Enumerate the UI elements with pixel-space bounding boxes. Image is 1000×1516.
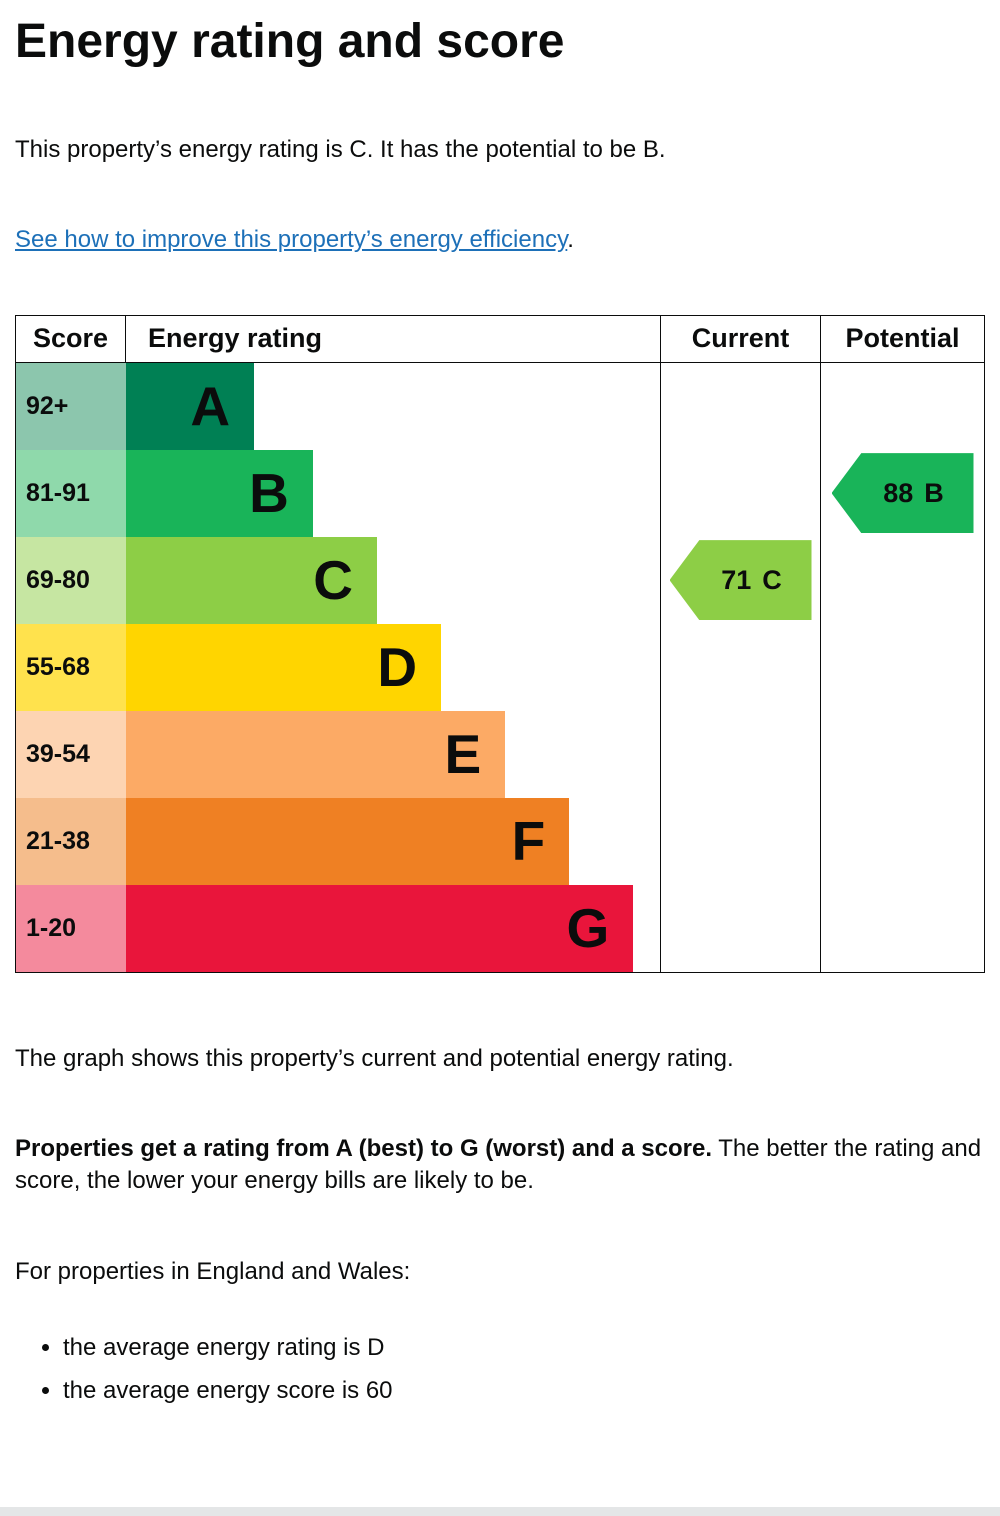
arrow-score-value: 88 bbox=[883, 477, 914, 508]
average-stats-list: the average energy rating is D the avera… bbox=[15, 1332, 985, 1407]
improve-link-line: See how to improve this property’s energ… bbox=[15, 224, 985, 256]
regions-line: For properties in England and Wales: bbox=[15, 1257, 411, 1285]
graph-caption: The graph shows this property’s current … bbox=[15, 1044, 734, 1072]
link-suffix: . bbox=[567, 226, 574, 254]
header-potential: Potential bbox=[820, 315, 984, 362]
epc-band-row-a: 92+ A bbox=[16, 362, 984, 450]
improve-efficiency-link[interactable]: See how to improve this property’s energ… bbox=[15, 226, 568, 254]
rating-bar-cell: G bbox=[126, 884, 660, 972]
arrow-score-value: 71 bbox=[721, 564, 752, 595]
current-column-cell bbox=[660, 797, 820, 885]
epc-band-row-g: 1-20 G bbox=[16, 884, 984, 972]
epc-band-row-d: 55-68 D bbox=[16, 623, 984, 711]
page-title: Energy rating and score bbox=[15, 15, 565, 68]
band-letter: E bbox=[444, 722, 482, 785]
potential-column-cell bbox=[820, 362, 984, 450]
rating-bar-cell: C bbox=[126, 536, 660, 624]
score-range-label: 1-20 bbox=[16, 884, 126, 972]
potential-column-cell bbox=[820, 623, 984, 711]
band-letter: B bbox=[249, 461, 289, 524]
epc-chart: Score Energy rating Current Potential 92… bbox=[15, 314, 985, 973]
score-range-label: 81-91 bbox=[16, 449, 126, 537]
current-column-cell bbox=[660, 362, 820, 450]
list-item-average-rating: the average energy rating is D bbox=[63, 1332, 985, 1364]
potential-column-cell bbox=[820, 884, 984, 972]
epc-band-row-b: 81-91 B 88 B bbox=[16, 449, 984, 537]
band-bar-f: F bbox=[126, 797, 570, 885]
potential-column-cell: 88 B bbox=[820, 449, 984, 537]
header-current: Current bbox=[660, 315, 820, 362]
band-bar-e: E bbox=[126, 710, 506, 798]
score-range-label: 55-68 bbox=[16, 623, 126, 711]
potential-rating-arrow: 88 B bbox=[831, 453, 974, 534]
rating-explanation-bold: Properties get a rating from A (best) to… bbox=[15, 1135, 712, 1162]
epc-rows: 92+ A 81-91 B 88 B 69-80 C 71 C 55-68 D 39-54 E 21-38 F… bbox=[16, 362, 984, 972]
epc-header-row: Score Energy rating Current Potential bbox=[16, 315, 984, 363]
potential-column-cell bbox=[820, 710, 984, 798]
header-energy-rating: Energy rating bbox=[148, 323, 323, 354]
list-item-average-score: the average energy score is 60 bbox=[63, 1375, 985, 1407]
rating-explanation: Properties get a rating from A (best) to… bbox=[15, 1133, 985, 1198]
intro-text: This property’s energy rating is C. It h… bbox=[15, 135, 666, 163]
rating-bar-cell: D bbox=[126, 623, 660, 711]
arrow-rating-letter: C bbox=[762, 564, 782, 595]
band-letter: A bbox=[190, 374, 231, 437]
epc-band-row-e: 39-54 E bbox=[16, 710, 984, 798]
epc-band-row-f: 21-38 F bbox=[16, 797, 984, 885]
current-column-cell bbox=[660, 884, 820, 972]
band-bar-b: B bbox=[126, 449, 313, 537]
band-bar-d: D bbox=[126, 623, 442, 711]
section-divider bbox=[0, 1507, 1000, 1516]
header-score: Score bbox=[16, 315, 126, 362]
rating-bar-cell: F bbox=[126, 797, 660, 885]
band-letter: G bbox=[566, 896, 610, 959]
band-bar-c: C bbox=[126, 536, 377, 624]
band-letter: D bbox=[377, 635, 418, 698]
rating-bar-cell: A bbox=[126, 362, 660, 450]
current-column-cell bbox=[660, 623, 820, 711]
current-column-cell bbox=[660, 449, 820, 537]
current-column-cell: 71 C bbox=[660, 536, 820, 624]
page: Energy rating and score This property’s … bbox=[0, 16, 1000, 1407]
current-column-cell bbox=[660, 710, 820, 798]
epc-band-row-c: 69-80 C 71 C bbox=[16, 536, 984, 624]
potential-column-cell bbox=[820, 797, 984, 885]
score-range-label: 69-80 bbox=[16, 536, 126, 624]
rating-bar-cell: B bbox=[126, 449, 660, 537]
score-range-label: 39-54 bbox=[16, 710, 126, 798]
score-range-label: 21-38 bbox=[16, 797, 126, 885]
rating-bar-cell: E bbox=[126, 710, 660, 798]
arrow-rating-letter: B bbox=[924, 477, 944, 508]
band-letter: F bbox=[511, 809, 546, 872]
potential-column-cell bbox=[820, 536, 984, 624]
band-bar-g: G bbox=[126, 884, 634, 972]
score-range-label: 92+ bbox=[16, 362, 126, 450]
rating-explanation-rest: The better the rating and score, the low… bbox=[15, 1135, 982, 1195]
band-bar-a: A bbox=[126, 362, 255, 450]
current-rating-arrow: 71 C bbox=[669, 540, 812, 621]
band-letter: C bbox=[313, 548, 353, 611]
